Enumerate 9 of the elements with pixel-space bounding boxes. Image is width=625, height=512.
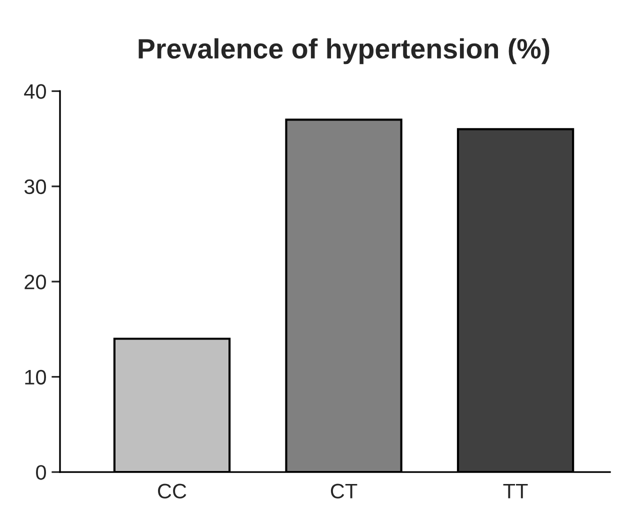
x-tick-label: CC	[158, 484, 186, 498]
y-tick-label: 40	[24, 84, 46, 99]
y-tick-label: 0	[36, 465, 46, 480]
x-tick-label: CT	[330, 484, 358, 498]
y-tick-label: 10	[25, 370, 46, 385]
chart-title: Prevalence of hypertension (%)	[138, 38, 550, 64]
x-tick-label: TT	[503, 484, 528, 498]
y-tick-label: 30	[24, 179, 46, 194]
y-tick-label: 20	[24, 274, 46, 290]
